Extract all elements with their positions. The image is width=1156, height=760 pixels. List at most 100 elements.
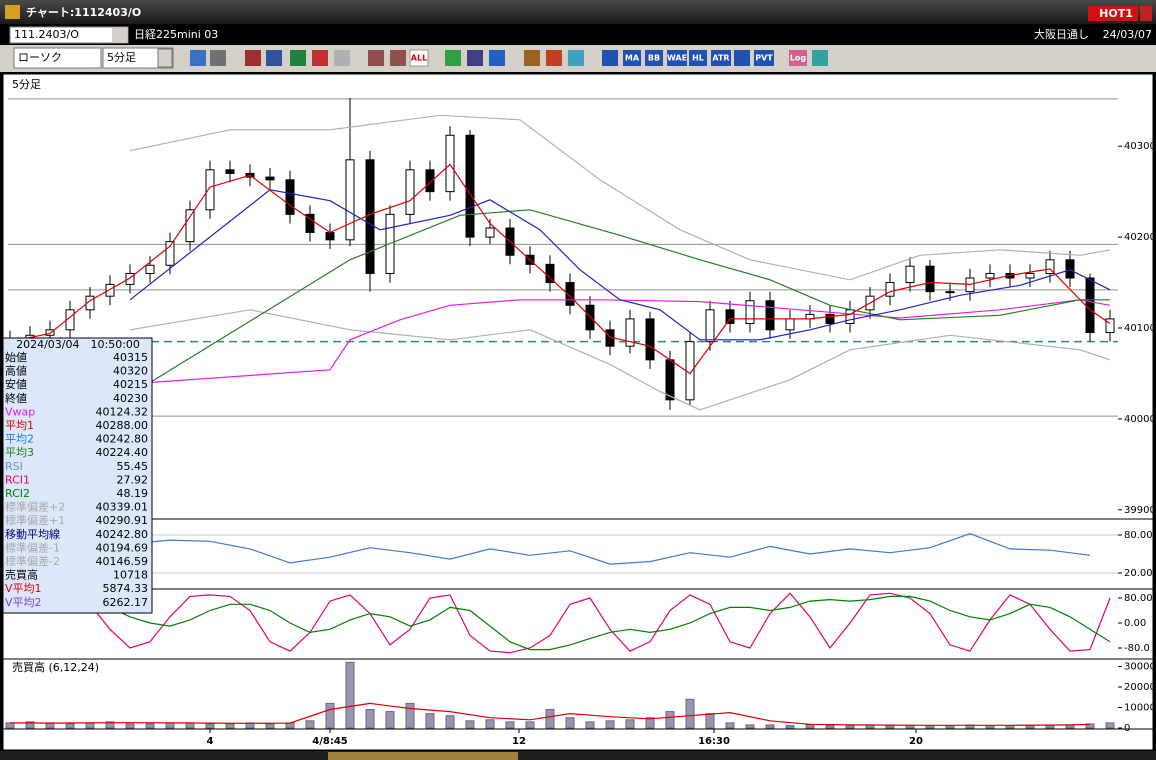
info-value: 40288.00 — [96, 419, 149, 432]
tool-button[interactable] — [568, 50, 584, 66]
info-label: 移動平均線 — [5, 527, 60, 541]
volume-bar — [1005, 725, 1015, 729]
tool-button[interactable] — [734, 50, 750, 66]
chart-type-select[interactable] — [13, 47, 102, 69]
volume-bar — [525, 721, 535, 729]
hot-badge[interactable] — [1088, 6, 1138, 21]
volume-bar — [505, 721, 515, 729]
tool-button[interactable] — [445, 50, 461, 66]
tool-button[interactable] — [266, 50, 282, 66]
x-tick-label: 4/8:45 — [312, 736, 348, 747]
info-label: 標準偏差-1 — [5, 540, 60, 554]
interval-text[interactable]: 5分足 — [107, 51, 136, 64]
volume-bar — [325, 702, 335, 729]
hot-badge-text[interactable]: HOT1 — [1099, 7, 1133, 20]
window-title: チャート:1112403/O — [26, 6, 141, 19]
tool-button[interactable] — [546, 50, 562, 66]
button-atr-text[interactable]: ATR — [712, 54, 729, 63]
app-icon — [5, 5, 20, 19]
info-label: RCI1 — [5, 473, 30, 486]
volume-bar — [745, 724, 755, 729]
candle-body — [145, 264, 155, 274]
button-wae-text[interactable]: WAE — [667, 54, 687, 63]
candle-body — [585, 304, 595, 331]
tool-button[interactable] — [368, 50, 384, 66]
info-value: 10718 — [113, 569, 148, 582]
button-bb[interactable] — [645, 50, 663, 66]
volume-bar — [625, 719, 635, 729]
button-atr[interactable] — [711, 50, 731, 66]
y-tick-label: 0.00 — [1124, 618, 1146, 629]
y-tick-label: 40200 — [1124, 232, 1156, 243]
y-tick-label: 30000 — [1124, 661, 1156, 672]
tool-button[interactable] — [312, 50, 328, 66]
tool-button[interactable] — [524, 50, 540, 66]
volume-bar — [165, 722, 175, 729]
info-label: 始値 — [5, 350, 27, 364]
button-pvt-text[interactable]: PVT — [755, 54, 773, 63]
candle-body — [705, 309, 715, 343]
info-value: 40224.40 — [96, 446, 149, 459]
title-bar — [0, 0, 1156, 24]
scrollbar-thumb[interactable] — [328, 752, 518, 760]
candle-body — [345, 159, 355, 241]
volume-panel-title: 売買高 (6,12,24) — [12, 660, 99, 674]
symbol-input[interactable] — [9, 26, 129, 44]
tool-button[interactable] — [812, 50, 828, 66]
candle-body — [745, 300, 755, 324]
candle-body — [105, 283, 115, 297]
info-value: 40339.01 — [96, 501, 149, 514]
button-log-text[interactable]: Log — [790, 54, 807, 63]
header-row — [0, 25, 1156, 45]
info-value: 40230 — [113, 392, 148, 405]
tool-button[interactable] — [245, 50, 261, 66]
symbol-text[interactable]: 111.2403/O — [14, 28, 79, 41]
info-label: Vwap — [5, 405, 35, 418]
candle-body — [685, 341, 695, 401]
chart-type-text[interactable]: ローソク — [18, 51, 62, 64]
volume-bar — [765, 724, 775, 729]
candle-body — [905, 265, 915, 284]
info-value: 55.45 — [117, 460, 149, 473]
interval-dropdown[interactable] — [157, 48, 173, 68]
volume-bar — [585, 721, 595, 729]
tool-button[interactable] — [602, 50, 618, 66]
tool-button[interactable] — [467, 50, 483, 66]
candle-body — [1045, 259, 1055, 274]
volume-bar — [145, 723, 155, 729]
button-all-text[interactable]: ALL — [411, 54, 427, 63]
button-all[interactable] — [409, 49, 429, 67]
candle-body — [845, 309, 855, 324]
info-label: RCI2 — [5, 487, 30, 500]
button-ma[interactable] — [623, 50, 641, 66]
tool-button[interactable] — [390, 50, 406, 66]
main-panel-title: 5分足 — [12, 78, 41, 91]
tool-button[interactable] — [290, 50, 306, 66]
tool-button[interactable] — [334, 50, 350, 66]
button-ma-text[interactable]: MA — [625, 54, 640, 63]
scrollbar[interactable] — [0, 751, 1156, 760]
info-value: 40194.69 — [96, 541, 149, 554]
button-hl-text[interactable]: HL — [692, 54, 704, 63]
candle-body — [365, 159, 375, 274]
info-value: 40290.91 — [96, 514, 149, 527]
button-bb-text[interactable]: BB — [648, 54, 660, 63]
info-timestamp: 2024/03/04 10:50:00 — [16, 338, 140, 351]
close-button[interactable] — [1140, 6, 1152, 21]
info-label: 平均1 — [5, 418, 34, 432]
button-pvt[interactable] — [754, 50, 774, 66]
series-line — [149, 209, 1110, 384]
volume-bar — [685, 698, 695, 729]
tool-button[interactable] — [489, 50, 505, 66]
zoom-button[interactable] — [190, 50, 206, 66]
y-tick-label: 10000 — [1124, 702, 1156, 713]
button-log[interactable] — [789, 50, 807, 66]
tool-button[interactable] — [210, 50, 226, 66]
button-hl[interactable] — [689, 50, 707, 66]
interval-select[interactable] — [102, 47, 174, 69]
candle-body — [945, 291, 955, 294]
y-tick-label: 40100 — [1124, 323, 1156, 334]
button-wae[interactable] — [667, 50, 687, 66]
symbol-dropdown[interactable] — [112, 28, 127, 42]
